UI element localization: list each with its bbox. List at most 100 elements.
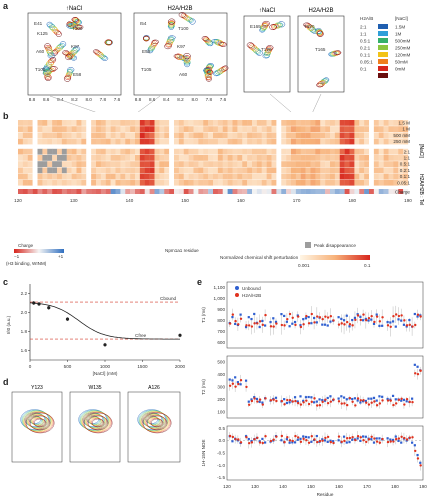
heatmap-cell — [305, 173, 311, 180]
charge-cell — [208, 189, 214, 194]
heatmap-cell — [398, 126, 404, 132]
e-point-unbound — [261, 401, 264, 404]
heatmap-cell — [359, 161, 365, 167]
charge-legend-min: −1 — [14, 254, 20, 259]
contour-peak — [164, 43, 172, 50]
heatmap-cell — [32, 148, 38, 155]
e-point-unbound — [394, 435, 397, 438]
heatmap-cell — [18, 132, 24, 139]
e-point-bound — [234, 385, 237, 388]
e-point-bound — [269, 399, 273, 402]
contour-peak — [151, 39, 159, 44]
heatmap-cell — [271, 126, 277, 132]
e-point-unbound — [239, 383, 242, 386]
e-point-unbound — [234, 376, 237, 379]
heatmap-cell — [32, 138, 38, 145]
heatmap-cell — [178, 179, 184, 186]
e-point-unbound — [416, 453, 419, 457]
heatmap-cell — [300, 132, 306, 139]
e-point-bound — [316, 315, 319, 318]
heatmap-cell — [27, 126, 33, 132]
heatmap-cell — [310, 126, 316, 132]
d-contour — [92, 418, 105, 428]
e-point-bound — [403, 319, 406, 322]
heatmap-cell — [164, 138, 170, 145]
heatmap-cell — [359, 138, 365, 145]
legend-nacl: 1.5M — [395, 25, 405, 30]
e-point-unbound — [394, 398, 397, 401]
heatmap-cell — [359, 173, 365, 180]
heatmap-cell — [91, 138, 97, 145]
contour-peak — [150, 41, 157, 48]
heatmap-cell — [403, 120, 409, 126]
heatmap-cell — [295, 161, 301, 167]
heatmap-cell — [325, 161, 331, 167]
heatmap-cell — [217, 126, 223, 132]
heatmap-cell — [373, 155, 379, 161]
d-contour — [146, 415, 167, 430]
heatmap-cell — [237, 161, 243, 167]
e-point-bound — [324, 436, 327, 440]
heatmap-cell — [252, 138, 258, 145]
heatmap-cell — [96, 138, 102, 145]
heatmap-cell — [178, 155, 184, 161]
e-point-bound — [356, 314, 360, 317]
heatmap-cell — [32, 161, 38, 167]
heatmap-cell — [295, 148, 301, 155]
e-point-bound — [365, 440, 368, 444]
heatmap-cell — [256, 161, 262, 167]
heatmap-cell — [300, 173, 306, 180]
heatmap-cell — [247, 132, 253, 139]
charge-cell — [37, 189, 43, 194]
heatmap-cell — [310, 167, 316, 174]
heatmap-cell — [188, 138, 194, 145]
heatmap-xlabel: Npm1a1 residue — [165, 248, 199, 253]
heatmap-cell — [52, 167, 58, 174]
heatmap-cell — [178, 120, 184, 126]
e-point-unbound — [307, 395, 310, 399]
heatmap-cell — [110, 132, 116, 139]
e-point-unbound — [283, 314, 286, 318]
contour-peak — [47, 59, 55, 66]
charge-cell — [183, 189, 189, 194]
peak-label: A60 — [179, 72, 188, 77]
e-x-tick-label: 180 — [391, 484, 399, 489]
e-point-unbound — [310, 396, 313, 399]
heatmap-cell — [291, 120, 297, 126]
e-point-bound — [367, 403, 371, 406]
c-data-point — [47, 306, 51, 310]
contour-peak — [105, 40, 113, 45]
heatmap-cell — [388, 161, 394, 167]
heatmap-cell — [295, 173, 301, 180]
heatmap-cell — [256, 138, 262, 145]
e-point-unbound — [239, 313, 242, 316]
d-contour — [81, 411, 110, 432]
legend-swatch — [378, 52, 388, 57]
heatmap-cell — [261, 148, 267, 155]
heatmap-cell — [349, 167, 355, 174]
charge-cell — [325, 189, 331, 194]
heatmap-cell — [217, 120, 223, 126]
e-point-bound — [324, 315, 327, 318]
d-contour — [150, 418, 163, 427]
heatmap-cell — [271, 173, 277, 180]
heatmap-cell — [222, 126, 228, 132]
heatmap-cell — [266, 167, 272, 174]
e-point-bound — [332, 398, 335, 401]
heatmap-cell — [242, 161, 248, 167]
d-contour — [26, 413, 48, 429]
heatmap-cell — [164, 167, 170, 174]
e-point-bound — [326, 316, 330, 319]
e-x-tick-label: 130 — [251, 484, 259, 489]
heatmap-cell — [271, 167, 277, 174]
heatmap-cell — [276, 179, 282, 186]
heatmap-cell — [281, 161, 287, 167]
heatmap-cell — [169, 138, 175, 145]
heatmap-cell — [291, 179, 297, 186]
e-point-bound — [256, 436, 259, 439]
heatmap-cell — [100, 179, 106, 186]
heatmap-cell — [261, 161, 267, 167]
legend-nacl: 250mM — [395, 46, 410, 51]
heatmap-cell — [403, 173, 409, 180]
